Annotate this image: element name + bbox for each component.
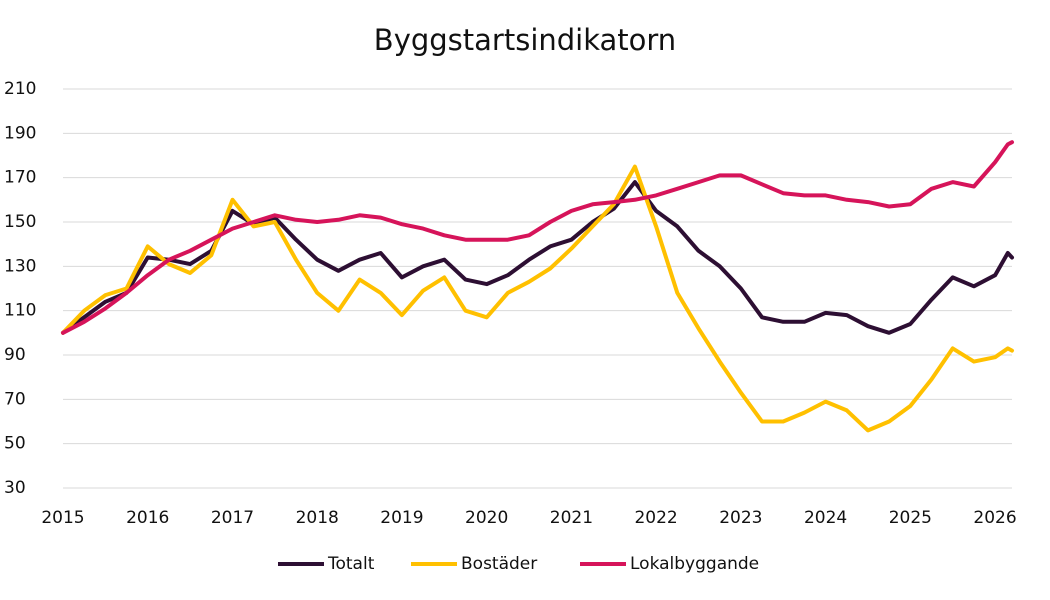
- y-tick-label: 110: [4, 301, 36, 321]
- y-tick-label: 130: [4, 256, 36, 276]
- x-tick-label: 2016: [126, 508, 169, 528]
- y-tick-label: 50: [4, 434, 26, 454]
- x-tick-label: 2019: [380, 508, 423, 528]
- x-tick-label: 2017: [211, 508, 254, 528]
- x-tick-label: 2022: [634, 508, 677, 528]
- y-tick-label: 170: [4, 168, 36, 188]
- y-tick-label: 210: [4, 79, 36, 99]
- y-tick-label: 30: [4, 478, 26, 498]
- line-series: [61, 164, 1014, 433]
- legend-label: Bostäder: [461, 554, 537, 574]
- x-tick-label: 2025: [889, 508, 932, 528]
- chart-title: Byggstartsindikatorn: [374, 23, 676, 57]
- y-tick-label: 70: [4, 389, 26, 409]
- legend-label: Lokalbyggande: [630, 554, 759, 574]
- x-tick-label: 2023: [719, 508, 762, 528]
- line-series: [61, 180, 1014, 335]
- x-tick-label: 2021: [550, 508, 593, 528]
- x-tick-label: 2026: [973, 508, 1016, 528]
- y-tick-label: 150: [4, 212, 36, 232]
- x-tick-label: 2024: [804, 508, 847, 528]
- x-tick-label: 2015: [41, 508, 84, 528]
- legend-label: Totalt: [327, 554, 375, 574]
- x-tick-label: 2018: [296, 508, 339, 528]
- line-series: [61, 140, 1014, 335]
- y-tick-label: 90: [4, 345, 26, 365]
- x-tick-label: 2020: [465, 508, 508, 528]
- y-tick-label: 190: [4, 123, 36, 143]
